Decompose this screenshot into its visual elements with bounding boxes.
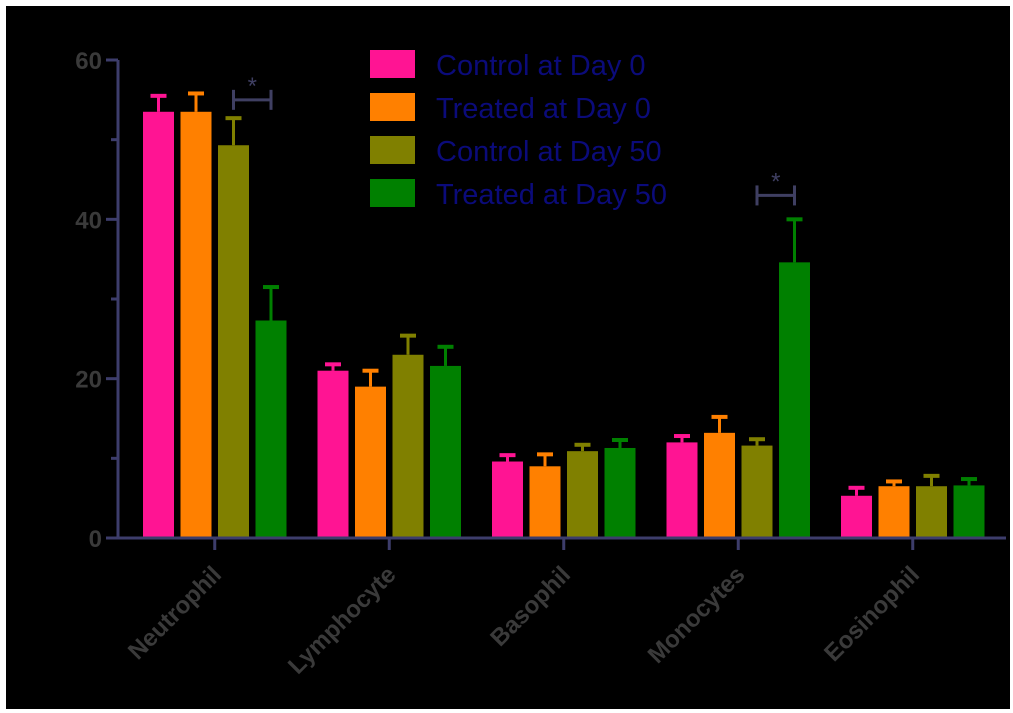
y-tick-label-2: 40 bbox=[75, 207, 102, 234]
category-label-3: Monocytes bbox=[643, 561, 751, 669]
bar-1-1 bbox=[355, 386, 386, 538]
legend-swatch-0 bbox=[370, 50, 415, 78]
bar-0-2 bbox=[218, 145, 249, 538]
legend-swatch-2 bbox=[370, 136, 415, 164]
bar-2-1 bbox=[529, 466, 561, 538]
bar-1-0 bbox=[317, 370, 349, 538]
y-tick-label-1: 20 bbox=[75, 367, 102, 394]
bar-0-1 bbox=[180, 111, 212, 539]
category-label-2: Basophil bbox=[485, 561, 576, 652]
bar-4-1 bbox=[878, 486, 910, 538]
category-label-1: Lymphocyte bbox=[283, 561, 401, 679]
y-tick-label-0: 0 bbox=[89, 526, 102, 553]
bar-1-2 bbox=[392, 354, 424, 538]
bar-0-3 bbox=[255, 320, 287, 538]
legend-label-3: Treated at Day 50 bbox=[436, 179, 667, 211]
bar-3-3 bbox=[779, 262, 810, 538]
bar-2-2 bbox=[567, 451, 598, 538]
bar-1-3 bbox=[430, 365, 461, 538]
bar-3-2 bbox=[741, 445, 773, 538]
legend-label-2: Control at Day 50 bbox=[436, 136, 662, 168]
bar-4-2 bbox=[916, 486, 947, 538]
category-label-0: Neutrophil bbox=[123, 561, 227, 665]
bar-4-3 bbox=[953, 485, 985, 538]
y-tick-label-3: 60 bbox=[75, 48, 102, 75]
bar-chart: 0 20 40 60 Neutrophil Lymphocyte Basophil Monoc… bbox=[75, 48, 1006, 680]
significance-layer: ** bbox=[232, 73, 796, 206]
legend-label-1: Treated at Day 0 bbox=[436, 93, 651, 125]
legend-label-0: Control at Day 0 bbox=[436, 50, 646, 82]
significance-label-0: * bbox=[248, 73, 257, 100]
bar-2-3 bbox=[604, 447, 636, 538]
bar-3-1 bbox=[704, 432, 735, 538]
category-label-4: Eosinophil bbox=[819, 561, 925, 667]
error-bars-layer bbox=[150, 91, 977, 496]
significance-label-1: * bbox=[771, 168, 780, 195]
bar-0-0 bbox=[143, 111, 174, 539]
legend: Control at Day 0 Treated at Day 0 Control … bbox=[370, 50, 667, 211]
chart-frame: 0 20 40 60 Neutrophil Lymphocyte Basophil Monoc… bbox=[6, 6, 1010, 709]
bars-layer bbox=[143, 111, 985, 539]
legend-swatch-3 bbox=[370, 179, 415, 207]
bar-2-0 bbox=[492, 461, 523, 538]
bar-3-0 bbox=[666, 442, 698, 538]
legend-swatch-1 bbox=[370, 93, 415, 121]
bar-4-0 bbox=[841, 495, 872, 538]
